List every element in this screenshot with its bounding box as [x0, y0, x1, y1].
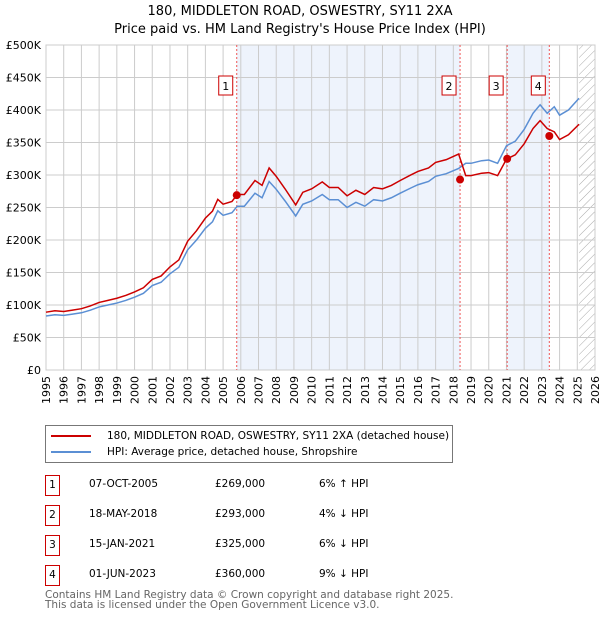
sale-row: 3 15-JAN-2021 £325,000 6% ↓ HPI: [45, 535, 465, 557]
sale-point: [456, 175, 465, 184]
legend-label: 180, MIDDLETON ROAD, OSWESTRY, SY11 2XA …: [107, 430, 450, 442]
footer-line-1: Contains HM Land Registry data © Crown c…: [45, 589, 454, 601]
y-tick-label: £0: [27, 364, 41, 377]
x-tick-label: 2014: [376, 376, 389, 404]
sale-hpi-diff: 4% ↓ HPI: [319, 508, 369, 520]
x-tick-label: 2016: [412, 376, 425, 404]
x-tick-label: 2007: [253, 376, 266, 404]
x-tick-label: 2004: [199, 376, 212, 404]
sale-hpi-diff: 9% ↓ HPI: [319, 568, 369, 580]
y-tick-label: £250K: [6, 202, 42, 215]
x-tick-label: 1995: [40, 376, 53, 404]
sale-label-box: [488, 75, 504, 96]
x-tick-label: 2012: [341, 376, 354, 404]
sale-hpi-diff: 6% ↓ HPI: [319, 538, 369, 550]
sale-number: 2: [45, 505, 60, 526]
y-tick-label: £450K: [6, 72, 42, 85]
sale-label-number: 3: [493, 80, 500, 93]
legend-item-price: 180, MIDDLETON ROAD, OSWESTRY, SY11 2XA …: [46, 428, 449, 444]
price-paid-line: [45, 119, 580, 313]
sale-row: 2 18-MAY-2018 £293,000 4% ↓ HPI: [45, 505, 465, 527]
sale-label-number: 2: [446, 80, 453, 93]
sale-point: [503, 154, 512, 163]
sale-label-number: 4: [535, 80, 542, 93]
plot-frame: [45, 44, 596, 371]
sale-price: £360,000: [215, 568, 266, 580]
legend-swatch-red: [51, 435, 91, 437]
x-tick-label: 2003: [182, 376, 195, 404]
chart-subtitle: Price paid vs. HM Land Registry's House …: [114, 22, 486, 37]
y-tick-label: £500K: [6, 39, 42, 52]
sale-point: [545, 132, 554, 140]
x-tick-label: 1998: [93, 376, 106, 404]
footer: Contains HM Land Registry data © Crown c…: [45, 589, 454, 611]
sale-price: £269,000: [215, 478, 266, 490]
x-tick-label: 2013: [359, 376, 372, 404]
x-tick-label: 2008: [270, 376, 283, 404]
x-tick-label: 2018: [447, 376, 460, 404]
sale-row: 1 07-OCT-2005 £269,000 6% ↑ HPI: [45, 475, 465, 497]
x-tick-label: 2001: [146, 376, 159, 404]
hpi-line: [45, 97, 580, 317]
legend-item-hpi: HPI: Average price, detached house, Shro…: [46, 444, 357, 460]
y-tick-label: £200K: [6, 234, 42, 247]
sale-number: 4: [45, 565, 60, 586]
sale-point: [232, 191, 241, 200]
sale-date: 01-JUN-2023: [89, 568, 156, 580]
sale-label-box: [530, 75, 546, 96]
x-tick-label: 2009: [288, 376, 301, 404]
x-tick-label: 1996: [58, 376, 71, 404]
y-tick-label: £100K: [6, 299, 42, 312]
x-tick-label: 1999: [111, 376, 124, 404]
y-tick-label: £350K: [6, 137, 42, 150]
x-tick-label: 2021: [500, 376, 513, 404]
legend-label: HPI: Average price, detached house, Shro…: [107, 446, 358, 458]
sale-label-box: [441, 75, 457, 96]
sale-number: 1: [45, 475, 60, 496]
legend: 180, MIDDLETON ROAD, OSWESTRY, SY11 2XA …: [45, 425, 453, 463]
x-tick-label: 2024: [554, 376, 567, 404]
y-tick-label: £300K: [6, 169, 42, 182]
sale-date: 18-MAY-2018: [89, 508, 158, 520]
price-chart: 1995 1996 1997 1998 1999 2000 2001 2002 2003 2004…: [6, 39, 600, 404]
x-tick-label: 2005: [217, 376, 230, 404]
x-tick-label: 2017: [430, 376, 443, 404]
x-tick-label: 2010: [306, 376, 319, 404]
footer-line-2: This data is licensed under the Open Gov…: [45, 599, 380, 611]
sale-date: 07-OCT-2005: [89, 478, 158, 490]
x-tick-label: 2023: [536, 376, 549, 404]
y-tick-label: £50K: [13, 332, 42, 345]
sale-label-number: 1: [222, 80, 229, 93]
chart-title: 180, MIDDLETON ROAD, OSWESTRY, SY11 2XA: [147, 4, 453, 19]
x-tick-label: 2020: [483, 376, 496, 404]
x-tick-label: 1997: [75, 376, 88, 404]
x-tick-label: 2000: [129, 376, 142, 404]
sale-date: 15-JAN-2021: [89, 538, 156, 550]
sale-hpi-diff: 6% ↑ HPI: [319, 478, 369, 490]
x-tick-label: 2025: [571, 376, 584, 404]
sale-label-box: [218, 75, 234, 96]
x-tick-label: 2019: [465, 376, 478, 404]
x-tick-label: 2006: [235, 376, 248, 404]
sale-number: 3: [45, 535, 60, 556]
x-tick-label: 2015: [394, 376, 407, 404]
sale-row: 4 01-JUN-2023 £360,000 9% ↓ HPI: [45, 565, 465, 587]
y-tick-label: £150K: [6, 267, 42, 280]
legend-swatch-blue: [51, 451, 91, 453]
x-tick-label: 2011: [323, 376, 336, 404]
sale-price: £293,000: [215, 508, 266, 520]
x-tick-label: 2026: [589, 376, 600, 404]
x-tick-label: 2022: [518, 376, 531, 404]
sale-price: £325,000: [215, 538, 266, 550]
x-tick-label: 2002: [164, 376, 177, 404]
y-tick-label: £400K: [6, 104, 42, 117]
